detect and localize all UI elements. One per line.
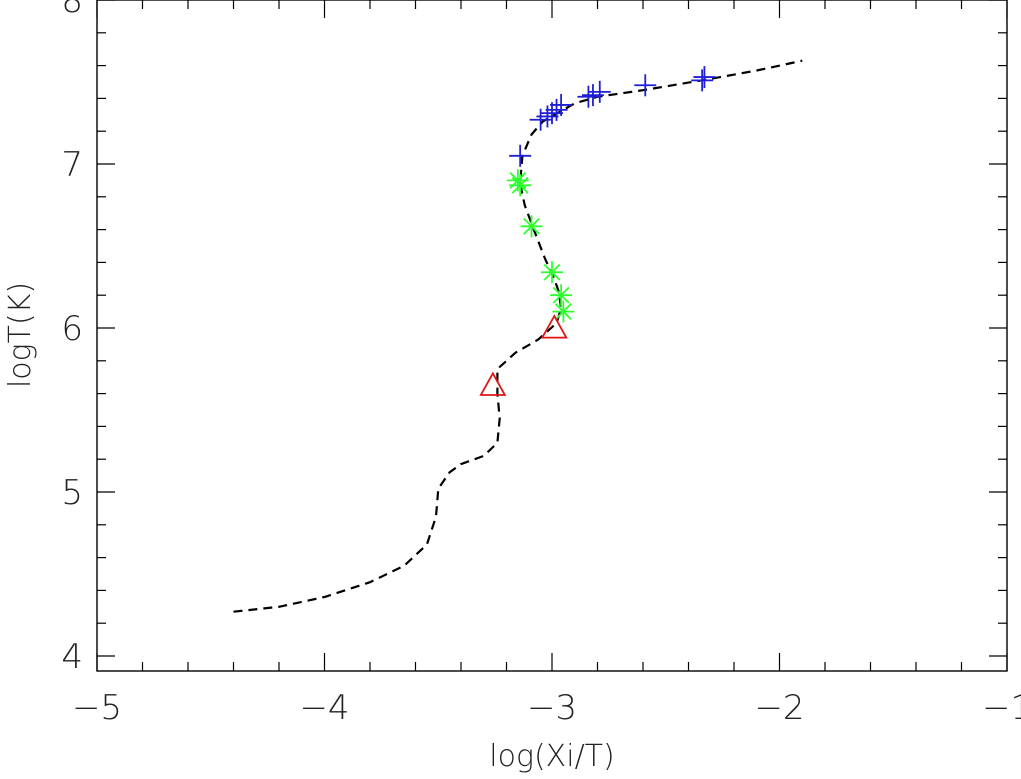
asterisk-point [541,261,563,284]
x-tick-label: −5 [72,688,122,728]
plus-point [577,85,600,108]
asterisk-point [520,215,543,238]
plus-point [550,93,573,116]
x-tick-label: −4 [299,688,349,728]
y-tick-label: 5 [61,473,83,513]
y-tick-label: 8 [61,0,83,21]
y-tick-label: 6 [61,309,83,349]
y-axis-label: logT(K) [3,282,38,388]
x-tick-label: −2 [754,688,804,728]
axis-tick-labels: −5 −4 −3 −2 −1 4 5 6 7 8 [61,0,1021,728]
plot-frame [96,0,1008,672]
plus-point [588,80,611,103]
plus-point [509,144,532,167]
triangle-point [540,314,568,339]
dashed-curve [233,59,803,613]
triangle-point [479,371,507,396]
asterisk-point [509,174,532,197]
plus-point [545,98,568,121]
asterisk-point [550,284,573,307]
x-axis-label: log(Xi/T) [489,739,614,774]
x-tick-label: −1 [982,688,1021,728]
x-tick-label: −3 [527,688,577,728]
axis-ticks [96,0,1008,671]
series-layer [233,59,803,613]
plus-point [691,69,714,92]
asterisk-point [552,300,575,323]
plus-point [693,66,716,89]
plus-point [634,74,657,97]
y-tick-label: 7 [61,145,83,185]
y-tick-label: 4 [61,637,83,677]
